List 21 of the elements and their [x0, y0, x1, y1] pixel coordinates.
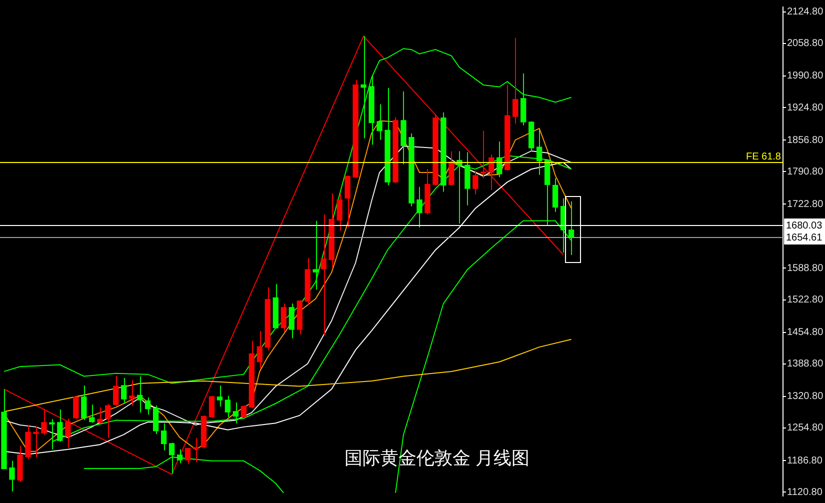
- y-tick-label: 1990.80: [787, 70, 824, 82]
- y-tick-label: 1120.80: [787, 486, 823, 498]
- y-tick-label: 1856.80: [787, 134, 824, 146]
- y-tick-label: 1454.80: [787, 327, 824, 338]
- y-tick-label: 1722.80: [787, 198, 824, 210]
- candlestick: [480, 130, 486, 179]
- y-tick-label: 1522.80: [787, 294, 824, 306]
- candlestick: [9, 460, 15, 492]
- ref-line-label: FE 61.8: [746, 151, 782, 162]
- y-tick-label: 2124.80: [787, 6, 824, 18]
- y-tick-label: 1388.80: [787, 358, 824, 370]
- candlestick: [192, 437, 199, 463]
- y-tick-label: 1254.80: [787, 422, 824, 434]
- ref-line-label: 1654.61: [786, 232, 823, 244]
- y-tick-label: 1588.80: [787, 262, 824, 274]
- y-tick-label: 1186.80: [787, 455, 823, 466]
- y-tick-label: 2058.80: [787, 38, 824, 50]
- y-tick-label: 1320.80: [787, 391, 824, 402]
- y-tick-label: 1790.80: [787, 166, 824, 178]
- ref-line-label: 1680.03: [786, 220, 823, 232]
- y-tick-label: 1924.80: [787, 102, 824, 114]
